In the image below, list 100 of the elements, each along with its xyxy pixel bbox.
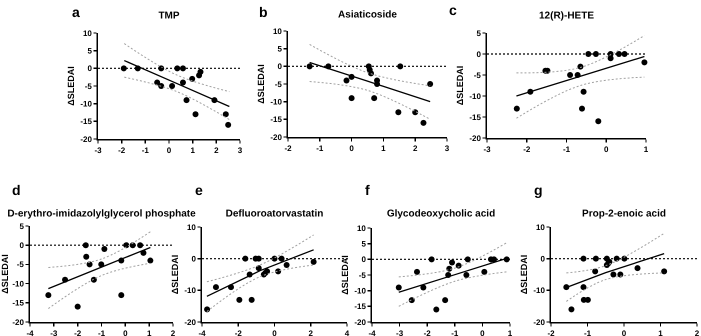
y-tick-label: -10 (354, 286, 366, 296)
chart-title: Prop-2-enoic acid (582, 208, 666, 220)
x-tick-label: -2 (74, 329, 82, 336)
x-tick-label: -2 (284, 144, 292, 154)
y-axis-title: ΔSLEDAI (66, 66, 76, 106)
x-tick-label: -2 (118, 146, 126, 156)
y-tick-label: -5 (274, 80, 282, 89)
x-tick-label: -3 (483, 145, 492, 154)
y-tick-label: -5 (358, 270, 366, 280)
x-tick-label: 0 (622, 329, 627, 336)
x-tick-label: -3 (94, 146, 102, 156)
x-tick-label: 1 (190, 146, 196, 156)
y-tick-label: 5 (277, 44, 282, 54)
chart-title: Defluoroatorvastatin (226, 208, 324, 220)
y-axis-title: ΔSLEDAI (340, 255, 350, 295)
x-tick-label: -4 (368, 329, 376, 336)
y-axis-title: ΔSLEDAI (170, 254, 180, 294)
text: c (449, 2, 457, 18)
x-tick-label: 3 (444, 144, 450, 154)
x-tick-label: -2 (523, 145, 531, 154)
x-tick-label: -1 (562, 145, 571, 154)
x-tick-label: -2 (547, 329, 556, 336)
x-tick-label: -1 (316, 144, 324, 154)
y-tick-label: -10 (80, 99, 92, 108)
text: g (534, 182, 543, 198)
y-tick-label: -15 (80, 117, 92, 126)
y-tick-label: -15 (469, 112, 482, 122)
y-axis-title: ΔSLEDAI (454, 66, 465, 106)
y-tick-label: -20 (184, 318, 196, 327)
text: f (365, 182, 370, 198)
x-tick-label: 1 (658, 329, 664, 336)
y-tick-label: 10 (82, 28, 92, 38)
x-tick-label: -3 (50, 329, 58, 336)
y-tick-label: 0 (19, 241, 24, 250)
y-tick-label: 10 (536, 222, 546, 232)
y-tick-label: -20 (533, 318, 546, 327)
y-axis-title: ΔSLEDAI (256, 64, 266, 104)
y-tick-label: -20 (270, 132, 282, 142)
text: d (12, 182, 21, 198)
x-tick-label: 3 (238, 146, 243, 156)
x-tick-label: 0 (604, 145, 610, 154)
x-tick-label: -2 (424, 329, 432, 336)
x-tick-label: -4 (26, 329, 34, 336)
y-tick-label: 5 (476, 28, 482, 38)
y-tick-label: -20 (80, 134, 92, 144)
x-tick-label: -2 (234, 329, 242, 336)
y-tick-label: 10 (186, 222, 196, 232)
y-tick-label: 0 (476, 50, 482, 59)
chart-title: TMP (158, 10, 180, 22)
y-tick-label: 10 (272, 26, 282, 36)
y-tick-label: 5 (19, 222, 24, 231)
x-tick-label: -4 (198, 329, 206, 336)
x-tick-label: 1 (381, 144, 386, 154)
x-tick-label: -3 (396, 329, 404, 336)
y-tick-label: -5 (474, 70, 482, 80)
y-axis-title: ΔSLEDAI (0, 254, 10, 294)
y-axis-title: ΔSLEDAI (518, 254, 529, 294)
chart-title: D-erythro-imidazolylglycerol phosphate (7, 208, 196, 220)
y-tick-label: 0 (540, 254, 546, 264)
y-tick-label: 5 (361, 239, 366, 248)
x-tick-label: 1 (146, 329, 152, 336)
x-tick-label: 4 (344, 329, 350, 336)
text: e (195, 182, 203, 198)
y-tick-label: -5 (16, 260, 24, 270)
y-tick-label: -10 (270, 97, 282, 106)
y-tick-label: -15 (270, 115, 282, 124)
y-tick-label: 0 (361, 255, 366, 264)
y-tick-label: -10 (469, 92, 482, 101)
y-tick-label: -20 (354, 318, 366, 327)
text: b (259, 4, 268, 20)
y-tick-label: 0 (191, 254, 196, 264)
x-tick-label: 2 (694, 329, 700, 336)
x-tick-label: 0 (166, 146, 172, 156)
chart-title: Glycodeoxycholic acid (386, 208, 496, 220)
y-tick-label: 0 (87, 64, 92, 74)
y-tick-label: -20 (12, 318, 24, 327)
x-tick-label: 0 (123, 329, 128, 336)
x-tick-label: -1 (142, 146, 150, 156)
y-tick-label: -10 (184, 286, 196, 296)
y-tick-label: 10 (356, 224, 366, 233)
x-tick-label: 1 (644, 145, 649, 154)
x-tick-label: -1 (451, 329, 459, 336)
x-tick-label: 2 (308, 329, 314, 336)
y-tick-label: -20 (469, 134, 482, 143)
x-tick-label: 2 (170, 329, 176, 336)
y-tick-label: -5 (84, 82, 92, 91)
y-tick-label: -15 (354, 302, 366, 312)
x-tick-label: -1 (98, 329, 106, 336)
y-tick-label: -10 (12, 279, 24, 288)
x-tick-label: 1 (508, 329, 513, 336)
y-tick-label: 5 (87, 46, 92, 56)
chart-title: Asiaticoside (338, 10, 398, 20)
x-tick-label: 2 (214, 146, 220, 156)
x-tick-label: -1 (584, 329, 592, 336)
y-tick-label: -15 (12, 298, 24, 308)
text: a (72, 4, 80, 20)
chart-title: 12(R)-HETE (538, 10, 594, 22)
y-tick-label: -10 (533, 286, 546, 296)
y-tick-label: 0 (277, 62, 282, 72)
x-tick-label: 2 (412, 144, 418, 154)
